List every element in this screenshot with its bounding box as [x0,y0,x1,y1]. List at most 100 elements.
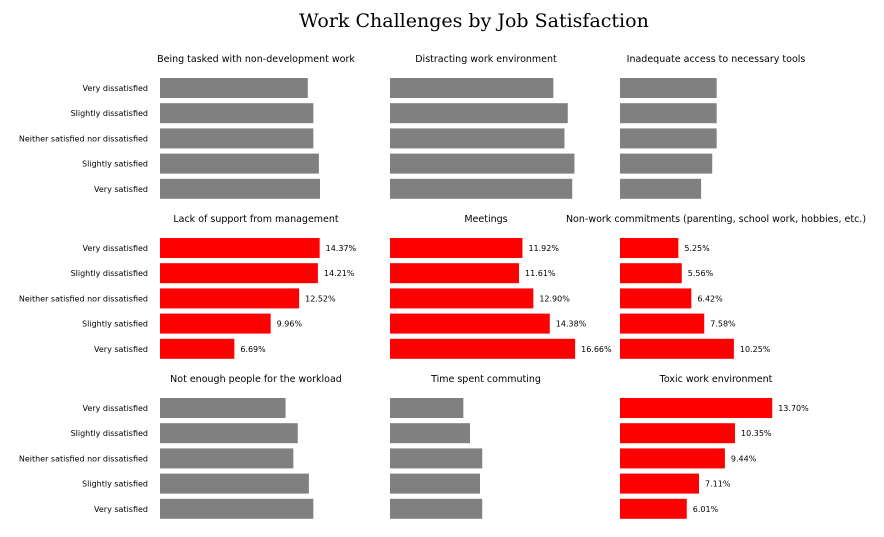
data-label: 16.66% [581,345,612,354]
bar [160,398,286,418]
panel: Not enough people for the workload Very d… [19,374,342,519]
bar [390,288,534,309]
data-label: 7.58% [710,320,736,329]
category-label: Slightly dissatisfied [71,109,148,118]
bar [390,338,576,359]
panel: Non-work commitments (parenting, school … [566,214,866,359]
panel-title: Meetings [464,214,507,225]
bar [620,398,773,418]
data-label: 6.01% [693,505,719,514]
bar [390,178,573,199]
data-label: 13.70% [778,404,809,413]
category-label: Very dissatisfied [83,244,148,253]
data-label: 10.35% [741,429,772,438]
bar [390,263,519,284]
category-label: Very satisfied [94,345,148,354]
bar [160,498,314,519]
bar [160,153,319,174]
data-label: 14.21% [324,269,355,278]
bar [620,78,717,98]
category-label: Very satisfied [94,185,148,194]
data-label: 11.92% [528,244,559,253]
data-label: 14.37% [326,244,357,253]
bar [620,448,725,469]
category-label: Slightly satisfied [82,160,148,169]
data-label: 11.61% [525,269,556,278]
bar [390,423,470,444]
bar [390,153,575,174]
bar [390,398,464,418]
bar [160,78,308,98]
category-label: Very dissatisfied [83,404,148,413]
panel-title: Toxic work environment [659,374,773,385]
data-label: 5.56% [688,269,714,278]
panel: Meetings 11.92% 11.61% 12.90% 14.38% 16.66% [390,214,612,359]
bar [620,473,699,494]
bar [160,128,314,149]
data-label: 6.69% [240,345,266,354]
bar [160,448,294,469]
data-label: 14.38% [556,320,587,329]
bar [390,448,483,469]
category-label: Slightly dissatisfied [71,429,148,438]
category-label: Neither satisfied nor dissatisfied [19,454,148,463]
data-label: 12.52% [305,294,336,303]
bar [620,238,679,258]
bar [390,498,483,519]
data-label: 12.90% [539,294,570,303]
bar [160,263,318,284]
panel-title: Inadequate access to necessary tools [627,54,806,65]
bar [160,238,320,258]
panel-title: Not enough people for the workload [170,374,342,385]
panel-title: Time spent commuting [430,374,541,385]
category-label: Very satisfied [94,505,148,514]
bar [620,178,702,199]
category-label: Slightly dissatisfied [71,269,148,278]
panel: Distracting work environment [390,54,575,199]
panel-title: Distracting work environment [415,54,557,65]
category-label: Slightly satisfied [82,480,148,489]
panels: Being tasked with non-development work Ve… [19,54,866,519]
panel: Being tasked with non-development work Ve… [19,54,355,199]
bar [390,103,568,124]
panel: Time spent commuting [390,374,541,519]
category-label: Neither satisfied nor dissatisfied [19,134,148,143]
bar [160,103,314,124]
bar [390,238,523,258]
panel: Inadequate access to necessary tools [620,54,805,199]
panel-title: Lack of support from management [173,214,339,225]
data-label: 9.96% [277,320,303,329]
data-label: 7.11% [705,480,731,489]
panel-title: Non-work commitments (parenting, school … [566,214,866,225]
bar [160,313,271,334]
bar [160,178,320,199]
bar [620,423,735,444]
bar [620,128,717,149]
chart-title: Work Challenges by Job Satisfaction [299,10,649,32]
panel: Lack of support from management Very diss… [19,214,357,359]
bar [620,103,717,124]
bar [390,473,480,494]
bar [620,263,682,284]
bar [620,153,713,174]
bar [620,313,705,334]
bar [390,78,554,98]
panel: Toxic work environment 13.70% 10.35% 9.44% 7… [620,374,809,519]
bar [390,313,550,334]
bar [160,338,235,359]
panel-title: Being tasked with non-development work [157,54,355,65]
data-label: 5.25% [684,244,710,253]
bar [620,288,692,309]
category-label: Slightly satisfied [82,320,148,329]
data-label: 9.44% [731,454,757,463]
bar [160,288,300,309]
bar [620,338,734,359]
bar [620,498,687,519]
data-label: 10.25% [740,345,771,354]
bar [390,128,565,149]
data-label: 6.42% [697,294,723,303]
bar [160,473,309,494]
bar [160,423,298,444]
category-label: Very dissatisfied [83,84,148,93]
